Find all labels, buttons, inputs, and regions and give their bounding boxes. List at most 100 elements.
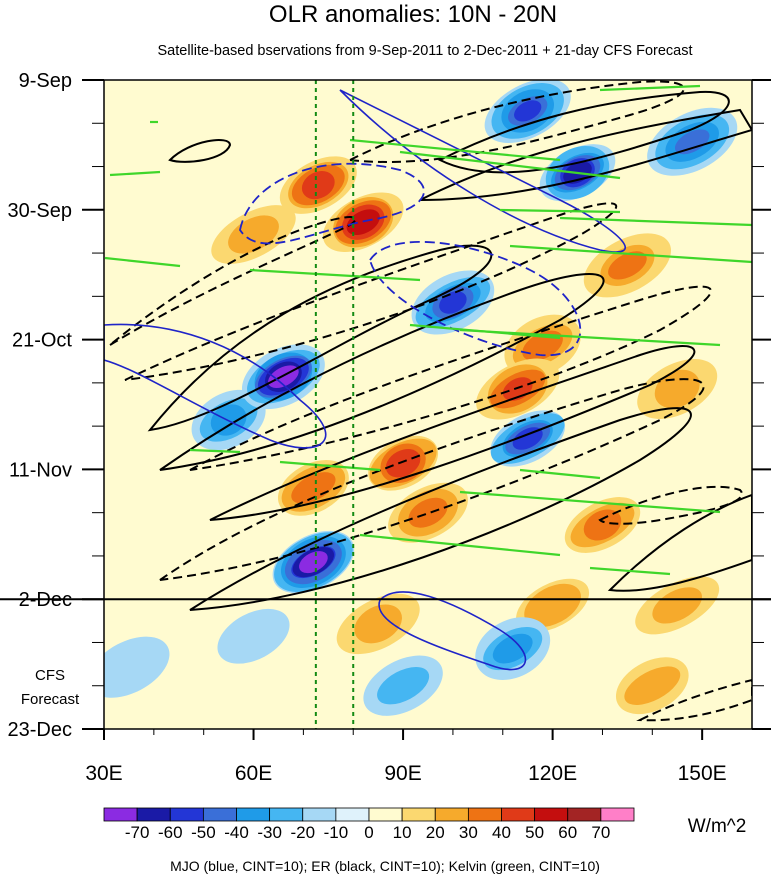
er-contour-negative — [124, 202, 618, 381]
kelvin-contour — [589, 566, 671, 576]
colorbar-label: -50 — [191, 823, 216, 842]
kelvin-contour — [349, 138, 561, 162]
colorbar-swatch — [335, 807, 370, 822]
colorbar-swatch — [302, 807, 337, 822]
mjo-contour — [378, 591, 527, 671]
colorbar-swatch — [269, 807, 304, 822]
colorbar-swatch — [368, 807, 403, 822]
er-contour — [437, 90, 730, 174]
anomaly-cell — [354, 604, 402, 644]
colorbar-swatch — [467, 807, 502, 822]
er-contour-negative — [636, 678, 752, 722]
anomaly-cell — [492, 633, 533, 664]
colorbar-label: -10 — [324, 823, 349, 842]
anomaly-cell — [514, 100, 542, 122]
x-tick-label: 60E — [235, 762, 272, 785]
anomaly-cell — [674, 129, 710, 155]
x-tick-label: 120E — [528, 762, 577, 785]
colorbar-label: -60 — [158, 823, 183, 842]
kelvin-contour — [519, 468, 601, 480]
colorbar-swatch — [136, 807, 171, 822]
plot-area — [104, 80, 752, 729]
colorbar-label: 40 — [492, 823, 511, 842]
er-contour — [189, 407, 692, 611]
er-contour — [147, 244, 493, 432]
colorbar-label: 30 — [459, 823, 478, 842]
er-contour — [168, 139, 232, 163]
colorbar-label: 10 — [393, 823, 412, 842]
chart-subtitle: Satellite-based bservations from 9-Sep-2… — [157, 43, 692, 59]
kelvin-contour — [559, 216, 752, 227]
chart-title: OLR anomalies: 10N - 20N — [269, 1, 557, 28]
colorbar-label: 20 — [426, 823, 445, 842]
anomaly-cell — [608, 251, 647, 280]
y-tick-label: 21-Oct — [12, 330, 72, 352]
anomaly-cell — [624, 666, 681, 705]
x-tick-label: 90E — [384, 762, 421, 785]
kelvin-contour — [459, 328, 721, 347]
kelvin-contour — [109, 170, 161, 177]
kelvin-contour — [279, 460, 381, 472]
anomaly-cell — [512, 427, 543, 450]
kelvin-contour — [459, 490, 721, 514]
anomaly-cell — [217, 608, 290, 664]
er-contour — [419, 108, 752, 201]
mjo-contour-negative — [369, 240, 582, 357]
y-tick-label: 2-Dec — [19, 589, 72, 611]
axes: 9-Sep 30-Sep 21-Oct 11-Nov 2-Dec 23-Dec 30E 60E… — [8, 70, 771, 785]
anomaly-cell — [408, 497, 448, 528]
colorbar-label: 70 — [591, 823, 610, 842]
kelvin-contour — [399, 150, 621, 180]
colorbar-swatch — [600, 807, 635, 822]
colorbar-units: W/m^2 — [688, 816, 747, 837]
forecast-label: CFS Forecast — [21, 667, 80, 708]
er-contour-negative — [159, 378, 705, 581]
anomaly-cell — [385, 449, 421, 478]
kelvin-contour — [499, 208, 621, 214]
kelvin-contour — [599, 84, 701, 92]
y-tick-label: 11-Nov — [9, 459, 72, 481]
kelvin-contour — [359, 533, 561, 557]
x-tick-label: 150E — [678, 762, 727, 785]
colorbar-swatch — [501, 807, 536, 822]
er-contour — [209, 345, 696, 521]
er-contour-negative — [189, 285, 712, 471]
y-tick-label: 9-Sep — [19, 70, 72, 92]
colorbar: -70 -60 -50 -40 -30 -20 -10 0 10 20 30 40 50 60 70 — [103, 807, 635, 842]
kelvin-contour — [104, 256, 181, 268]
anomaly-cell — [291, 472, 336, 504]
colorbar-swatch — [202, 807, 237, 822]
colorbar-swatch — [434, 807, 469, 822]
colorbar-swatch — [567, 807, 602, 822]
er-contour-negative — [598, 485, 743, 525]
colorbar-swatch — [169, 807, 204, 822]
kelvin-contour — [249, 268, 421, 282]
anomaly-cell — [301, 170, 335, 200]
y-tick-label: 23-Dec — [8, 719, 72, 741]
colorbar-label: 50 — [525, 823, 544, 842]
colorbar-label: 60 — [558, 823, 577, 842]
x-tick-label: 30E — [85, 762, 122, 785]
mjo-contour — [339, 89, 626, 253]
mjo-contour-negative — [239, 162, 425, 245]
wave-contours — [104, 80, 752, 722]
er-contour — [607, 493, 752, 592]
colorbar-label: -30 — [257, 823, 282, 842]
anomaly-cell — [524, 583, 581, 628]
colorbar-label: 0 — [364, 823, 373, 842]
colorbar-label: -40 — [224, 823, 249, 842]
forecast-label-line: Forecast — [21, 691, 80, 708]
forecast-label-line: CFS — [35, 667, 65, 684]
anomaly-cell — [583, 509, 622, 541]
anomaly-cell — [104, 636, 170, 698]
colorbar-label: -20 — [290, 823, 315, 842]
er-contour — [159, 273, 605, 471]
kelvin-contour — [189, 448, 241, 454]
kelvin-contour — [509, 244, 752, 264]
contour-legend: MJO (blue, CINT=10); ER (black, CINT=10)… — [170, 858, 600, 874]
anomaly-cell — [652, 587, 703, 624]
plot-frame — [103, 79, 753, 730]
er-contour-negative — [109, 216, 357, 346]
colorbar-swatch — [236, 807, 271, 822]
